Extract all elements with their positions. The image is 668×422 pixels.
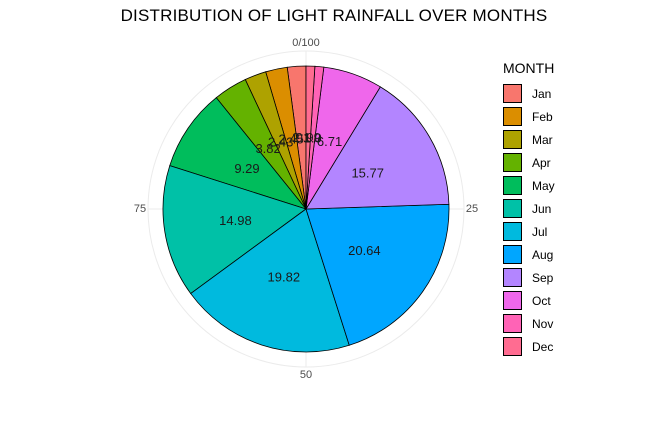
- slice-aug: [305, 203, 450, 346]
- legend-label: Sep: [532, 270, 554, 285]
- legend-item-feb: Feb: [503, 105, 555, 128]
- legend-label: Nov: [532, 316, 554, 331]
- chart-title: DISTRIBUTION OF LIGHT RAINFALL OVER MONT…: [120, 6, 548, 25]
- legend-item-mar: Mar: [503, 128, 555, 151]
- legend-label: Mar: [532, 132, 553, 147]
- legend-label: May: [532, 178, 555, 193]
- slice-jul: [190, 208, 350, 353]
- legend-item-aug: Aug: [503, 243, 555, 266]
- theta-tick-labels: 0/100 25 50 75: [134, 37, 478, 381]
- theta-tick-3: 75: [134, 203, 146, 215]
- legend-swatch: [503, 291, 522, 310]
- legend-item-sep: Sep: [503, 266, 555, 289]
- legend-item-nov: Nov: [503, 312, 555, 335]
- legend-item-jan: Jan: [503, 82, 555, 105]
- legend-items: Jan Feb Mar Apr May Jun Jul Aug Sep Oct Nov Dec: [503, 82, 555, 358]
- theta-tick-2: 50: [300, 369, 312, 381]
- legend-label: Aug: [532, 247, 554, 262]
- theta-tick-0: 0/100: [292, 37, 320, 49]
- legend-title: MONTH: [503, 60, 555, 76]
- slice-label-jun: 14.98: [219, 213, 252, 228]
- legend-swatch: [503, 199, 522, 218]
- legend-swatch: [503, 314, 522, 333]
- legend-swatch: [503, 268, 522, 287]
- slice-labels: 2.12.452.433.82 9.29 14.98 19.82 20.64 15.77 6…: [219, 130, 384, 284]
- legend-swatch: [503, 245, 522, 264]
- slice-label-mar: 2.43: [268, 135, 293, 150]
- legend-swatch: [503, 222, 522, 241]
- slice-label-dec: 0.99: [296, 130, 321, 145]
- slice-label-aug: 20.64: [348, 243, 381, 258]
- legend-item-may: May: [503, 174, 555, 197]
- legend-item-jun: Jun: [503, 197, 555, 220]
- slice-label-may: 9.29: [234, 161, 259, 176]
- slice-label-apr: 3.82: [255, 141, 280, 156]
- legend-item-dec: Dec: [503, 335, 555, 358]
- legend-label: Jan: [532, 86, 552, 101]
- legend-swatch: [503, 84, 522, 103]
- legend-swatch: [503, 153, 522, 172]
- slice-label-jan: 2.1: [292, 130, 310, 145]
- slice-label-sep: 15.77: [351, 165, 384, 180]
- slice-label-jul: 19.82: [268, 269, 301, 284]
- legend-label: Feb: [532, 109, 553, 124]
- pie-slices: [162, 65, 450, 353]
- legend-item-oct: Oct: [503, 289, 555, 312]
- slice-label-feb: 2.45: [279, 132, 304, 147]
- legend-item-jul: Jul: [503, 220, 555, 243]
- legend-label: Dec: [532, 339, 554, 354]
- legend-label: Oct: [532, 293, 551, 308]
- slice-dec: [305, 65, 316, 210]
- legend-swatch: [503, 130, 522, 149]
- slice-sep: [305, 86, 450, 210]
- slice-jun: [162, 165, 307, 295]
- slice-label-nov: 1.0: [304, 130, 322, 145]
- legend: MONTH Jan Feb Mar Apr May Jun Jul Aug Sep Oct Nov D…: [503, 60, 555, 358]
- slice-label-oct: 6.71: [317, 134, 342, 149]
- theta-tick-1: 25: [466, 203, 478, 215]
- legend-label: Jun: [532, 201, 552, 216]
- legend-swatch: [503, 176, 522, 195]
- legend-item-apr: Apr: [503, 151, 555, 174]
- slice-may: [169, 97, 308, 210]
- legend-label: Apr: [532, 155, 551, 170]
- legend-swatch: [503, 337, 522, 356]
- legend-label: Jul: [532, 224, 548, 239]
- legend-swatch: [503, 107, 522, 126]
